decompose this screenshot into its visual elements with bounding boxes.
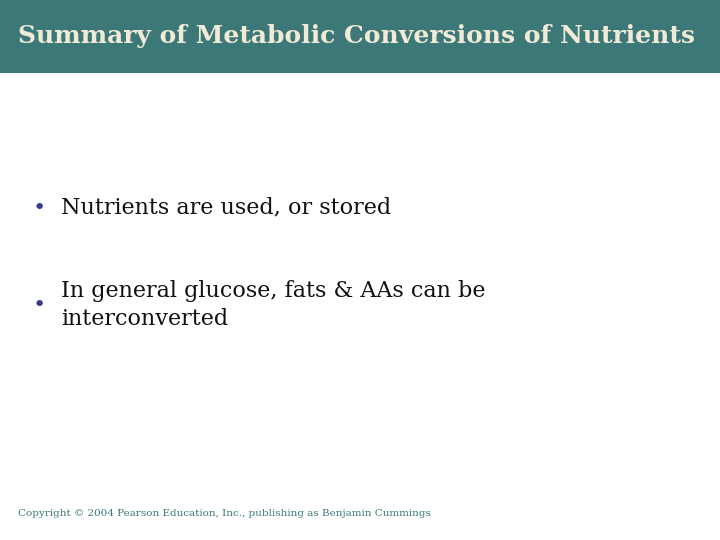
Text: •: • bbox=[33, 198, 46, 218]
Text: Summary of Metabolic Conversions of Nutrients: Summary of Metabolic Conversions of Nutr… bbox=[18, 24, 695, 49]
Text: •: • bbox=[33, 295, 46, 315]
Text: Copyright © 2004 Pearson Education, Inc., publishing as Benjamin Cummings: Copyright © 2004 Pearson Education, Inc.… bbox=[18, 509, 431, 518]
Bar bbox=[0, 0, 720, 73]
Text: In general glucose, fats & AAs can be
interconverted: In general glucose, fats & AAs can be in… bbox=[61, 280, 486, 330]
Text: Nutrients are used, or stored: Nutrients are used, or stored bbox=[61, 197, 392, 219]
